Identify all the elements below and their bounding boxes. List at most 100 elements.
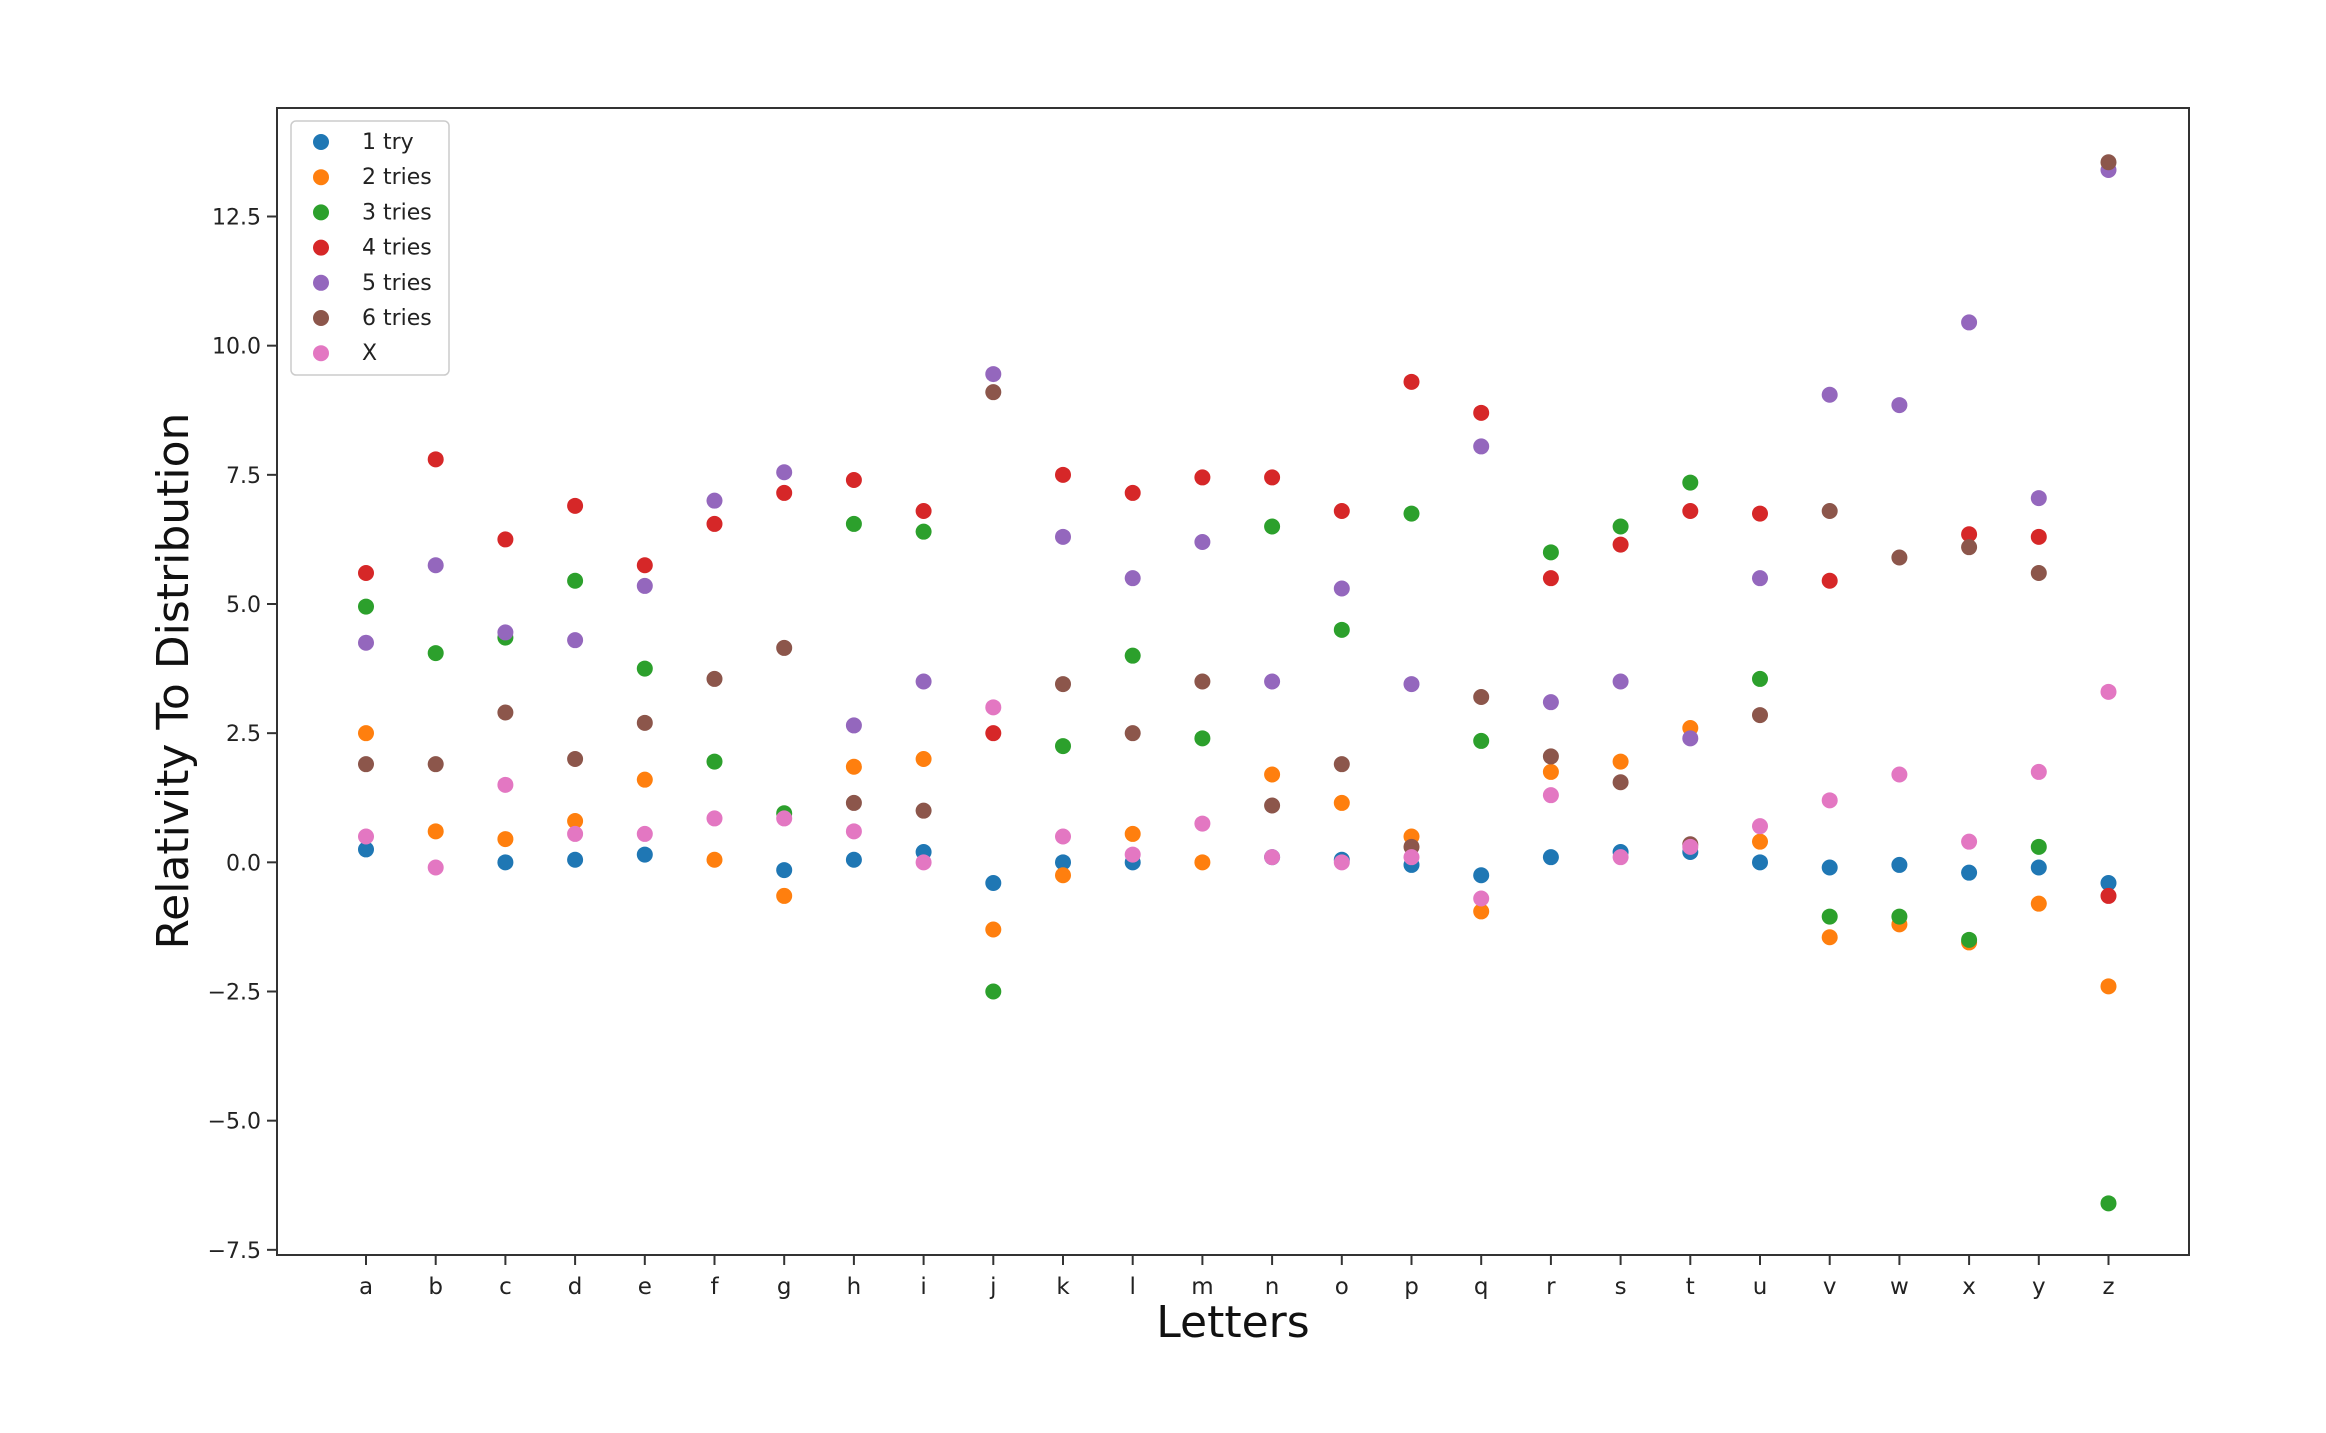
data-point <box>2100 887 2117 904</box>
data-point <box>1542 694 1559 711</box>
data-point <box>567 572 584 589</box>
x-tick-label: v <box>1823 1274 1837 1300</box>
x-tick-label: q <box>1474 1274 1489 1300</box>
data-point <box>1403 505 1420 522</box>
data-point <box>1682 838 1699 855</box>
data-point <box>567 751 584 767</box>
data-point <box>1055 466 1071 483</box>
x-tick-label: d <box>568 1274 583 1300</box>
y-tick-label: 5.0 <box>226 593 261 618</box>
plot-frame <box>276 107 2190 1256</box>
x-tick-label: w <box>1890 1274 1909 1300</box>
data-point <box>915 751 932 767</box>
data-point <box>915 523 932 540</box>
data-point <box>636 714 653 731</box>
data-point <box>2030 895 2047 912</box>
series-4 <box>358 373 2117 904</box>
data-point <box>358 756 374 773</box>
data-point <box>1264 849 1281 866</box>
data-point <box>915 503 932 519</box>
data-point <box>1473 438 1490 455</box>
x-tick-label: b <box>428 1274 443 1300</box>
x-tick-label: f <box>710 1274 719 1300</box>
data-point <box>1682 503 1699 519</box>
data-point <box>358 725 374 742</box>
data-point <box>427 859 444 876</box>
y-axis-label: Relativity To Distribution <box>148 413 199 950</box>
legend-label: 5 tries <box>362 271 432 296</box>
data-point <box>1752 833 1768 850</box>
data-point <box>985 366 1002 383</box>
data-point <box>1403 373 1420 390</box>
data-point <box>1891 549 1908 566</box>
data-point <box>706 851 723 868</box>
data-point <box>1752 570 1768 587</box>
data-point <box>1542 570 1559 587</box>
data-point <box>845 515 862 532</box>
x-tick-label: o <box>1335 1274 1349 1300</box>
legend-box <box>290 120 450 376</box>
legend-marker <box>313 134 329 150</box>
data-point <box>1333 580 1350 597</box>
y-tick-label: 0.0 <box>226 851 261 876</box>
legend-label: 3 tries <box>362 200 432 225</box>
data-point <box>1752 818 1768 835</box>
data-point <box>845 472 862 488</box>
legend-label: X <box>362 341 377 366</box>
data-point <box>636 846 653 863</box>
data-point <box>2030 490 2047 507</box>
data-point <box>1194 815 1211 832</box>
y-tick-label: −5.0 <box>208 1110 261 1135</box>
data-point <box>776 887 793 904</box>
data-point <box>985 699 1002 716</box>
data-point <box>776 862 793 879</box>
legend-label: 1 try <box>362 130 414 155</box>
data-point <box>1891 397 1908 414</box>
data-point <box>358 565 374 581</box>
data-point <box>2030 838 2047 855</box>
data-point <box>497 831 514 848</box>
data-point <box>1333 621 1350 638</box>
data-point <box>915 802 932 819</box>
series-3 <box>358 474 2117 1212</box>
data-point <box>985 921 1002 938</box>
x-tick-label: j <box>989 1274 996 1300</box>
data-point <box>497 854 514 871</box>
legend-label: 6 tries <box>362 306 432 331</box>
data-point <box>2100 978 2117 995</box>
y-tick-label: 10.0 <box>212 335 261 360</box>
data-point <box>1821 859 1838 876</box>
data-point <box>1473 732 1490 749</box>
data-point <box>1264 469 1281 486</box>
data-point <box>1333 503 1350 519</box>
data-point <box>1124 725 1141 742</box>
data-point <box>358 841 374 858</box>
data-point <box>1473 903 1490 920</box>
x-tick-label: x <box>1962 1274 1976 1300</box>
data-point <box>915 673 932 690</box>
data-point <box>636 825 653 842</box>
data-point <box>1124 484 1141 501</box>
data-point <box>1752 854 1768 871</box>
data-point <box>497 776 514 793</box>
data-point <box>1821 503 1838 519</box>
series-5 <box>358 162 2117 747</box>
data-point <box>1264 673 1281 690</box>
data-point <box>1961 539 1978 556</box>
data-point <box>427 645 444 662</box>
data-point <box>776 464 793 481</box>
data-point <box>706 492 723 509</box>
data-point <box>1612 536 1629 553</box>
legend-marker <box>313 345 329 362</box>
data-point <box>845 823 862 840</box>
x-tick-label: m <box>1191 1274 1213 1300</box>
x-tick-label: z <box>2102 1274 2114 1300</box>
data-point <box>1612 518 1629 535</box>
data-point <box>636 771 653 788</box>
data-point <box>1821 908 1838 925</box>
data-point <box>706 670 723 687</box>
data-point <box>1333 756 1350 773</box>
data-point <box>1752 707 1768 724</box>
x-tick-label: u <box>1753 1274 1768 1300</box>
